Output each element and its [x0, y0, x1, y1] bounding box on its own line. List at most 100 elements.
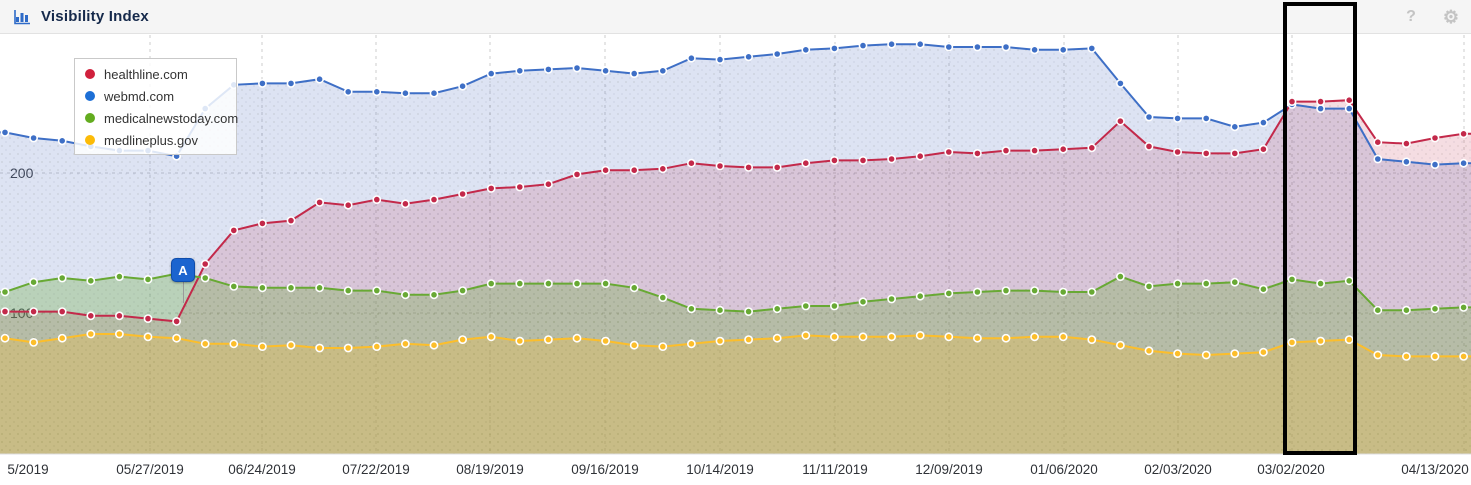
- medlineplus.gov-point[interactable]: [1344, 335, 1354, 344]
- medlineplus.gov-point[interactable]: [629, 340, 639, 350]
- medlineplus.gov-point[interactable]: [887, 332, 896, 342]
- medlineplus.gov-point[interactable]: [1287, 337, 1297, 347]
- medicalnewstoday.com-point[interactable]: [1087, 287, 1097, 297]
- healthline.com-point[interactable]: [1373, 137, 1383, 147]
- medlineplus.gov-point[interactable]: [486, 332, 496, 342]
- healthline.com-point[interactable]: [115, 311, 124, 321]
- webmd.com-point[interactable]: [1058, 45, 1068, 55]
- healthline.com-point[interactable]: [1116, 116, 1125, 126]
- webmd.com-point[interactable]: [1116, 79, 1125, 88]
- medicalnewstoday.com-point[interactable]: [458, 286, 467, 295]
- medlineplus.gov-point[interactable]: [858, 332, 868, 342]
- healthline.com-point[interactable]: [315, 197, 324, 207]
- healthline.com-point[interactable]: [544, 179, 553, 189]
- healthline.com-point[interactable]: [1344, 95, 1354, 105]
- medlineplus.gov-point[interactable]: [1030, 332, 1039, 342]
- webmd.com-point[interactable]: [887, 39, 896, 49]
- medlineplus.gov-point[interactable]: [1001, 333, 1011, 343]
- webmd.com-point[interactable]: [687, 53, 696, 63]
- medicalnewstoday.com-point[interactable]: [1116, 272, 1125, 281]
- medicalnewstoday.com-point[interactable]: [1344, 276, 1354, 286]
- medicalnewstoday.com-point[interactable]: [915, 291, 925, 301]
- medlineplus.gov-point[interactable]: [229, 339, 239, 349]
- medlineplus.gov-point[interactable]: [572, 333, 582, 343]
- healthline.com-point[interactable]: [257, 218, 267, 228]
- webmd.com-point[interactable]: [629, 69, 639, 78]
- medlineplus.gov-point[interactable]: [372, 342, 382, 351]
- medlineplus.gov-point[interactable]: [1459, 351, 1468, 361]
- medlineplus.gov-point[interactable]: [1058, 332, 1068, 342]
- healthline.com-point[interactable]: [858, 155, 868, 165]
- medicalnewstoday.com-point[interactable]: [257, 283, 267, 293]
- medicalnewstoday.com-point[interactable]: [0, 287, 10, 297]
- medicalnewstoday.com-point[interactable]: [429, 290, 439, 300]
- webmd.com-point[interactable]: [343, 87, 353, 97]
- webmd.com-point[interactable]: [372, 87, 382, 97]
- healthline.com-point[interactable]: [715, 161, 725, 171]
- healthline.com-point[interactable]: [143, 314, 153, 323]
- healthline.com-point[interactable]: [1144, 141, 1154, 151]
- webmd.com-point[interactable]: [801, 45, 811, 55]
- webmd.com-point[interactable]: [57, 136, 67, 146]
- medlineplus.gov-point[interactable]: [915, 330, 925, 340]
- healthline.com-point[interactable]: [1259, 144, 1268, 154]
- healthline.com-point[interactable]: [1316, 97, 1325, 106]
- healthline.com-point[interactable]: [57, 307, 67, 316]
- webmd.com-point[interactable]: [1402, 157, 1411, 167]
- healthline.com-point[interactable]: [687, 158, 696, 168]
- healthline.com-point[interactable]: [172, 316, 181, 326]
- medicalnewstoday.com-point[interactable]: [372, 286, 382, 295]
- webmd.com-point[interactable]: [400, 88, 410, 98]
- event-pin-a[interactable]: A: [171, 258, 195, 282]
- healthline.com-point[interactable]: [944, 147, 954, 157]
- legend-item-healthline-com[interactable]: healthline.com: [75, 63, 236, 85]
- medlineplus.gov-point[interactable]: [57, 333, 67, 343]
- webmd.com-point[interactable]: [1144, 112, 1154, 122]
- medlineplus.gov-point[interactable]: [601, 336, 610, 346]
- medlineplus.gov-point[interactable]: [830, 332, 839, 342]
- healthline.com-point[interactable]: [1230, 148, 1240, 158]
- medlineplus.gov-point[interactable]: [257, 342, 267, 351]
- webmd.com-point[interactable]: [772, 49, 782, 59]
- medicalnewstoday.com-point[interactable]: [1316, 279, 1325, 288]
- medicalnewstoday.com-point[interactable]: [1259, 284, 1268, 294]
- webmd.com-point[interactable]: [257, 79, 267, 88]
- healthline.com-point[interactable]: [887, 154, 896, 164]
- medlineplus.gov-point[interactable]: [315, 343, 324, 353]
- medicalnewstoday.com-point[interactable]: [801, 301, 811, 311]
- webmd.com-point[interactable]: [1430, 160, 1440, 169]
- medicalnewstoday.com-point[interactable]: [1402, 305, 1411, 315]
- medicalnewstoday.com-point[interactable]: [486, 279, 496, 288]
- medicalnewstoday.com-point[interactable]: [515, 279, 525, 288]
- healthline.com-point[interactable]: [515, 182, 525, 192]
- healthline.com-point[interactable]: [1030, 146, 1039, 155]
- medlineplus.gov-point[interactable]: [687, 339, 696, 349]
- medicalnewstoday.com-point[interactable]: [1144, 281, 1154, 291]
- medlineplus.gov-point[interactable]: [115, 329, 124, 339]
- medlineplus.gov-point[interactable]: [400, 339, 410, 349]
- medicalnewstoday.com-point[interactable]: [944, 288, 954, 298]
- webmd.com-point[interactable]: [973, 42, 982, 52]
- medlineplus.gov-point[interactable]: [1316, 336, 1325, 346]
- medicalnewstoday.com-point[interactable]: [973, 287, 982, 297]
- settings-gear-icon[interactable]: ⚙: [1442, 6, 1460, 27]
- medicalnewstoday.com-point[interactable]: [715, 305, 725, 315]
- medicalnewstoday.com-point[interactable]: [572, 279, 582, 288]
- webmd.com-point[interactable]: [658, 66, 668, 76]
- medlineplus.gov-point[interactable]: [458, 335, 467, 344]
- medlineplus.gov-point[interactable]: [429, 340, 439, 350]
- webmd.com-point[interactable]: [1259, 118, 1268, 127]
- healthline.com-point[interactable]: [1459, 129, 1468, 139]
- medicalnewstoday.com-point[interactable]: [286, 283, 296, 293]
- healthline.com-point[interactable]: [343, 200, 353, 210]
- healthline.com-point[interactable]: [1087, 143, 1097, 153]
- healthline.com-point[interactable]: [830, 155, 839, 165]
- medicalnewstoday.com-point[interactable]: [858, 297, 868, 307]
- medicalnewstoday.com-point[interactable]: [601, 279, 610, 288]
- webmd.com-point[interactable]: [915, 39, 925, 49]
- medicalnewstoday.com-point[interactable]: [315, 283, 324, 293]
- healthline.com-point[interactable]: [772, 162, 782, 172]
- medlineplus.gov-point[interactable]: [801, 330, 811, 340]
- medicalnewstoday.com-point[interactable]: [1201, 279, 1211, 288]
- healthline.com-point[interactable]: [486, 183, 496, 193]
